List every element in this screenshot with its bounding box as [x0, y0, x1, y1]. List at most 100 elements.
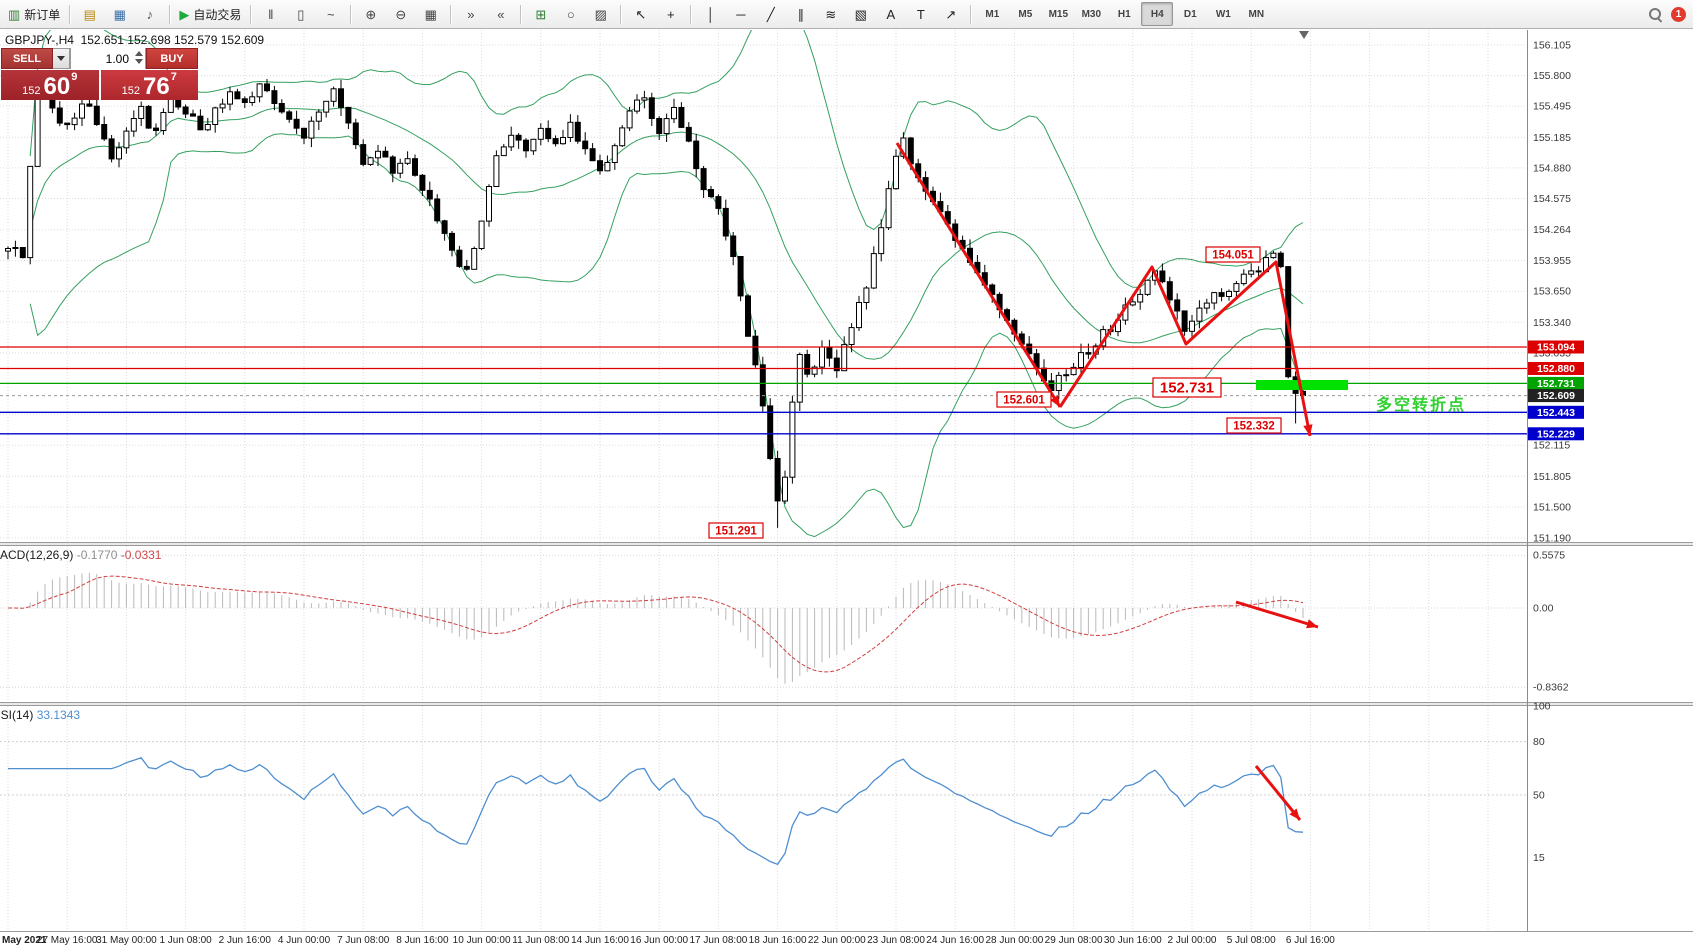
- trade-panel-prices: 152 60 9 152 76 7: [1, 70, 198, 100]
- timeframe-m1-button[interactable]: M1: [985, 8, 1000, 20]
- time-axis-label: May 2021: [2, 935, 47, 946]
- chart-shift-button[interactable]: «: [486, 2, 515, 26]
- level-price-tag: 152.880: [1528, 362, 1584, 375]
- volume-dropdown-button[interactable]: [53, 48, 70, 69]
- autotrading-button[interactable]: ▶ 自动交易: [175, 2, 245, 26]
- indicators-button[interactable]: ⊞: [526, 2, 555, 26]
- cursor-icon: ↖: [635, 6, 647, 22]
- zoom-in-button[interactable]: ⊕: [356, 2, 385, 26]
- arrows-button[interactable]: ↗: [936, 2, 965, 26]
- price-axis[interactable]: 156.105 155.800 155.495 155.185 154.880 154.5…: [1527, 30, 1585, 931]
- price-annotation-label[interactable]: 154.051: [1205, 246, 1261, 263]
- toolbar-separator: [169, 4, 171, 24]
- sell-button[interactable]: SELL: [1, 48, 53, 69]
- trend-zigzag-arrow[interactable]: [1058, 260, 1313, 437]
- toolbar-separator: [69, 4, 71, 24]
- bar-chart-button[interactable]: ‖: [256, 2, 285, 26]
- macd-down-arrow[interactable]: [1235, 600, 1319, 629]
- zoom-out-button[interactable]: ⊖: [386, 2, 415, 26]
- price-annotation-label[interactable]: 152.731: [1152, 377, 1222, 398]
- templates-button[interactable]: ▨: [586, 2, 615, 26]
- time-axis-label: 14 Jun 16:00: [571, 935, 629, 946]
- text-button[interactable]: A: [876, 2, 905, 26]
- horizontal-line-icon: ─: [736, 6, 746, 22]
- candlestick-chart-icon: ▯: [297, 6, 305, 22]
- tile-windows-button[interactable]: ▦: [416, 2, 445, 26]
- price-annotation-label[interactable]: 152.332: [1226, 417, 1282, 434]
- text-label-icon: T: [916, 6, 925, 22]
- text-label-button[interactable]: T: [906, 2, 935, 26]
- buy-button[interactable]: BUY: [146, 48, 198, 69]
- line-chart-button[interactable]: ~: [316, 2, 345, 26]
- charts-button[interactable]: ▤: [75, 2, 104, 26]
- time-axis-label: 11 Jun 08:00: [512, 935, 570, 946]
- cursor-button[interactable]: ↖: [626, 2, 655, 26]
- timeframe-m15-button[interactable]: M15: [1048, 8, 1069, 20]
- data-window-button[interactable]: ▦: [105, 2, 134, 26]
- chart-title: GBPJPY-,H4 152.651 152.698 152.579 152.6…: [5, 33, 265, 47]
- timeframe-h1-button[interactable]: H1: [1117, 8, 1131, 20]
- horizontal-line-button[interactable]: ─: [726, 2, 755, 26]
- stepper-up-icon[interactable]: [135, 51, 143, 56]
- vertical-line-button[interactable]: │: [696, 2, 725, 26]
- timeframe-w1-button[interactable]: W1: [1215, 8, 1231, 20]
- timeframe-m5-button[interactable]: M5: [1018, 8, 1033, 20]
- price-axis-label: 154.575: [1533, 193, 1571, 205]
- notification-badge[interactable]: 1: [1671, 6, 1686, 22]
- price-axis-label: 154.264: [1533, 224, 1571, 236]
- sell-price-prefix: 152: [22, 84, 41, 97]
- rsi-indicator-label: RSI(14) 33.1343: [0, 708, 80, 722]
- timeframe-h4-button[interactable]: H4: [1141, 2, 1174, 26]
- buy-price-prefix: 152: [121, 84, 141, 97]
- panel-separator[interactable]: [0, 702, 1693, 706]
- turning-point-note[interactable]: 多空转折点: [1376, 395, 1466, 414]
- rsi-down-arrow[interactable]: [1254, 765, 1302, 821]
- rsi-axis-label: 80: [1533, 736, 1545, 748]
- line-chart-icon: ~: [327, 6, 335, 22]
- price-axis-label: 152.115: [1533, 440, 1570, 452]
- price-axis-label: 151.805: [1533, 471, 1571, 483]
- toolbar-separator: [620, 4, 622, 24]
- rsi-indicator: [8, 757, 1304, 866]
- new-order-button[interactable]: ▥ 新订单: [4, 2, 64, 26]
- rsi-axis-label: 50: [1533, 790, 1545, 802]
- fibonacci-button[interactable]: ≋: [816, 2, 845, 26]
- toolbar-separator: [690, 4, 692, 24]
- buy-price-button[interactable]: 152 76 7: [100, 70, 198, 100]
- shapes-button[interactable]: ▧: [846, 2, 875, 26]
- volume-input[interactable]: [71, 48, 145, 69]
- alerts-button[interactable]: ♪: [135, 2, 164, 26]
- sell-price-button[interactable]: 152 60 9: [1, 70, 99, 100]
- volume-stepper[interactable]: [135, 51, 143, 64]
- time-axis-label: 31 May 00:00: [96, 935, 157, 946]
- auto-scroll-button[interactable]: »: [456, 2, 485, 26]
- timeframe-m30-button[interactable]: M30: [1081, 8, 1102, 20]
- crosshair-button[interactable]: +: [656, 2, 685, 26]
- price-annotation-label[interactable]: 151.291: [708, 522, 764, 539]
- chart-shift-marker[interactable]: [1299, 31, 1309, 39]
- auto-scroll-icon: »: [467, 6, 475, 22]
- time-axis-label: 29 Jun 08:00: [1045, 935, 1103, 946]
- search-icon[interactable]: [1648, 7, 1663, 22]
- new-order-button-label: 新订单: [24, 7, 61, 22]
- candlestick-chart-button[interactable]: ▯: [286, 2, 315, 26]
- macd-signal-value: -0.0331: [120, 548, 162, 562]
- timeframe-mn-button[interactable]: MN: [1248, 8, 1265, 20]
- trend-arrow-down[interactable]: [895, 142, 1062, 408]
- trendline-button[interactable]: ╱: [756, 2, 785, 26]
- stepper-down-icon[interactable]: [135, 59, 143, 64]
- panel-separator[interactable]: [0, 542, 1693, 546]
- time-axis-label: 23 Jun 08:00: [867, 935, 925, 946]
- channel-button[interactable]: ∥: [786, 2, 815, 26]
- svg-text:152.609: 152.609: [1537, 390, 1575, 402]
- time-axis-label: 7 Jun 08:00: [337, 935, 390, 946]
- zoom-out-icon: ⊖: [395, 6, 407, 22]
- highlight-bar[interactable]: [1256, 380, 1348, 390]
- periods-button[interactable]: ○: [556, 2, 585, 26]
- time-axis-label: 1 Jun 08:00: [159, 935, 212, 946]
- price-annotation-label[interactable]: 152.601: [996, 391, 1052, 408]
- timeframe-d1-button[interactable]: D1: [1183, 8, 1197, 20]
